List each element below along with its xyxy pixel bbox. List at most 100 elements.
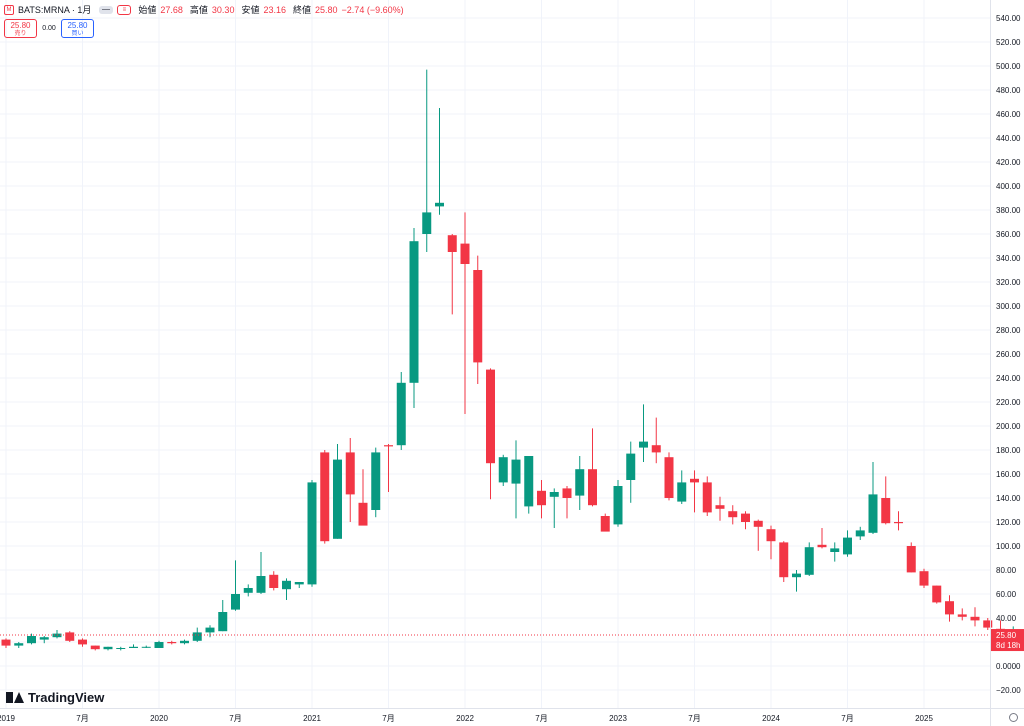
candle-body: [792, 573, 801, 578]
candle: [52, 630, 62, 639]
candle-body: [498, 457, 508, 483]
symbol-title[interactable]: BATS:MRNA · 1月: [18, 5, 92, 15]
candle-body: [804, 547, 814, 575]
buy-button[interactable]: 25.80 買い: [61, 19, 94, 38]
y-tick-label: 200.00: [996, 422, 1021, 431]
candle: [384, 444, 393, 492]
visibility-toggle-icon[interactable]: [99, 5, 114, 14]
candle-body: [435, 202, 444, 207]
grid-lines: [0, 0, 990, 708]
candle-body: [753, 520, 763, 527]
candle-body: [817, 544, 827, 548]
candle: [753, 519, 763, 551]
candle: [294, 582, 304, 588]
candle-body: [371, 452, 381, 510]
candle-body: [919, 571, 929, 586]
candle-body: [14, 643, 24, 646]
candle: [396, 372, 406, 450]
candle-body: [294, 582, 304, 585]
candle-body: [154, 642, 164, 648]
candle: [460, 212, 470, 414]
y-tick-label: −20.00: [996, 686, 1021, 695]
y-tick-label: 280.00: [996, 326, 1021, 335]
candle-body: [562, 488, 572, 498]
y-tick-label: 220.00: [996, 398, 1021, 407]
candle-body: [626, 453, 636, 480]
candle: [65, 631, 75, 642]
high-value: 30.30: [211, 4, 235, 15]
candle-body: [218, 612, 228, 632]
candle: [116, 646, 126, 651]
candle: [766, 525, 776, 560]
high-label: 高値: [189, 5, 208, 15]
collapse-icon[interactable]: ≡: [117, 4, 132, 15]
candle-body: [192, 632, 202, 641]
candle: [498, 454, 508, 486]
x-tick-label: 7月: [535, 714, 547, 723]
candle-body: [945, 601, 954, 615]
candle: [932, 585, 942, 604]
price-axis[interactable]: −20.000.000020.0040.0060.0080.00100.0012…: [990, 0, 1022, 726]
candle: [613, 480, 623, 527]
y-tick-label: 0.0000: [996, 662, 1021, 671]
y-tick-label: 400.00: [996, 182, 1021, 191]
candle-body: [90, 645, 100, 650]
y-tick-label: 300.00: [996, 302, 1021, 311]
candle: [906, 542, 916, 573]
logo-text: TradingView: [28, 690, 105, 705]
x-tick-label: 2024: [762, 714, 780, 723]
candle: [129, 644, 138, 648]
candle-body: [766, 529, 776, 542]
candle: [677, 470, 687, 504]
candle: [728, 505, 738, 525]
time-axis[interactable]: 2019 7月 2020 7月 2021 7月 2022 7月 2023 7月 2024 7月 2025: [0, 708, 1024, 724]
candle-body: [932, 585, 942, 603]
candle: [639, 404, 648, 462]
candle: [600, 513, 610, 532]
legend-header: M BATS:MRNA · 1月 ≡ 始値 27.68 高値 30.30 安値 23.…: [4, 3, 404, 16]
candle: [307, 480, 317, 587]
sell-button[interactable]: 25.80 売り: [4, 19, 37, 38]
candle: [371, 447, 381, 518]
open-label: 始値: [138, 5, 157, 15]
candle: [333, 444, 342, 539]
y-tick-label: 340.00: [996, 254, 1021, 263]
y-tick-label: 500.00: [996, 62, 1021, 71]
y-tick-label: 460.00: [996, 110, 1021, 119]
candle-body: [447, 235, 457, 252]
x-tick-label: 2023: [609, 714, 627, 723]
candle-body: [345, 452, 355, 495]
sell-label: 売り: [14, 31, 27, 37]
candle: [779, 541, 789, 582]
candle: [103, 646, 113, 651]
y-tick-label: 120.00: [996, 518, 1021, 527]
candle: [562, 486, 572, 519]
settings-icon[interactable]: [1009, 713, 1018, 722]
y-tick-label: 440.00: [996, 134, 1021, 143]
candle: [409, 228, 419, 408]
candle: [919, 568, 929, 588]
x-tick-label: 2019: [0, 714, 15, 723]
y-tick-label: 260.00: [996, 350, 1021, 359]
candle-body: [537, 490, 546, 506]
y-tick-label: 60.00: [996, 590, 1017, 599]
candles: [1, 69, 1024, 651]
candle-body: [970, 616, 980, 621]
y-tick-label: 80.00: [996, 566, 1017, 575]
candle: [282, 578, 291, 600]
candle: [422, 69, 432, 252]
candle: [27, 633, 36, 645]
candle-body: [575, 469, 585, 496]
low-label: 安値: [241, 5, 260, 15]
candle-body: [103, 646, 113, 650]
y-tick-label: 420.00: [996, 158, 1021, 167]
candle-body: [358, 502, 368, 526]
candle: [90, 645, 100, 651]
tradingview-logo[interactable]: TradingView: [6, 690, 104, 705]
candle: [855, 526, 865, 540]
last-price-text: 25.80: [996, 631, 1017, 640]
y-tick-label: 160.00: [996, 470, 1021, 479]
candle-body: [779, 542, 789, 578]
y-tick-label: 480.00: [996, 86, 1021, 95]
